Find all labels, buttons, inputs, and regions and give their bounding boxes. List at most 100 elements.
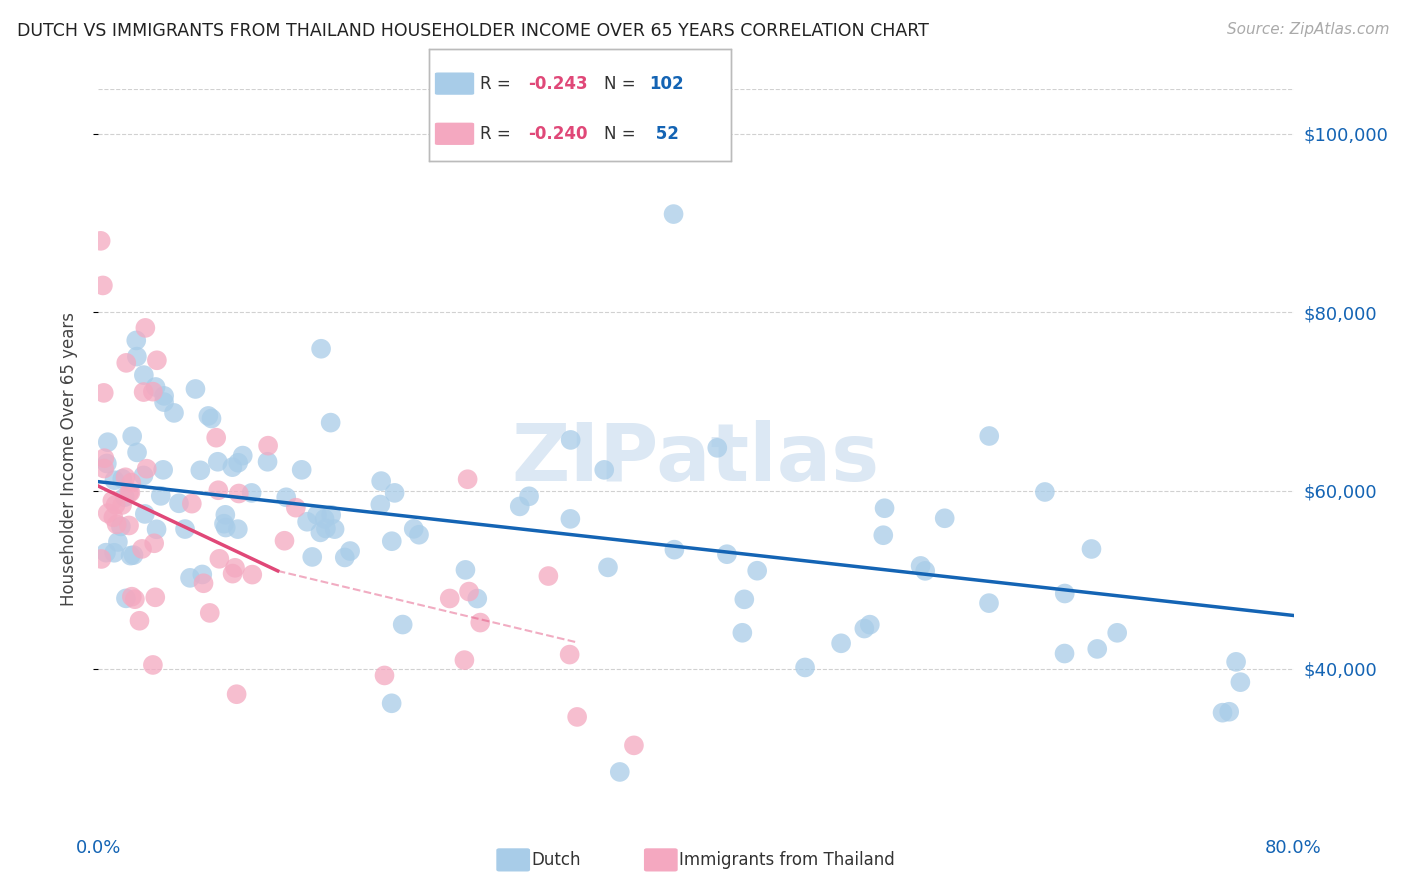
Point (149, 489, 172, 503)
Point (90, 234, 112, 248)
Point (257, 439, 280, 453)
Point (120, 475, 142, 490)
Point (111, 498, 134, 512)
Point (193, 576, 215, 591)
Point (226, 456, 249, 470)
Text: R =: R = (481, 75, 516, 93)
Point (101, 493, 124, 508)
Point (142, 657, 165, 672)
Point (134, 321, 156, 335)
Text: 102: 102 (650, 75, 685, 93)
Point (167, 496, 190, 510)
Point (321, 508, 343, 522)
Point (609, 764, 631, 779)
Point (94, 546, 117, 560)
Point (309, 525, 332, 540)
Point (373, 668, 395, 682)
Point (560, 512, 582, 526)
Point (118, 485, 141, 500)
Point (121, 590, 143, 604)
FancyBboxPatch shape (434, 123, 474, 145)
Point (470, 615, 492, 630)
Point (120, 549, 142, 563)
Point (309, 342, 332, 356)
Point (145, 522, 167, 536)
Text: Dutch: Dutch (531, 851, 581, 869)
Point (284, 500, 307, 515)
Point (662, 207, 685, 221)
Point (1053, 647, 1076, 661)
Point (90, 552, 112, 566)
Point (180, 497, 202, 511)
Point (97, 506, 120, 520)
Point (273, 533, 295, 548)
Point (212, 516, 235, 531)
Point (381, 696, 404, 710)
Point (301, 549, 323, 564)
Point (276, 490, 298, 504)
Point (914, 564, 936, 578)
Point (132, 385, 155, 400)
Point (565, 710, 588, 724)
Point (307, 508, 329, 522)
Point (132, 468, 155, 483)
Point (1212, 706, 1234, 720)
Point (93, 451, 115, 466)
Point (232, 449, 254, 463)
Point (558, 648, 581, 662)
Point (979, 429, 1001, 443)
FancyBboxPatch shape (434, 72, 474, 95)
Point (1053, 586, 1076, 600)
Point (853, 622, 876, 636)
Point (114, 490, 136, 504)
Point (191, 567, 214, 582)
Point (200, 411, 222, 425)
Point (381, 534, 404, 549)
Point (120, 485, 142, 500)
Point (384, 486, 406, 500)
Point (439, 591, 461, 606)
Point (509, 500, 531, 514)
Point (121, 429, 143, 443)
Point (225, 687, 247, 701)
Point (1085, 641, 1108, 656)
Point (125, 350, 148, 364)
Point (205, 431, 228, 445)
Point (291, 463, 314, 477)
Point (143, 591, 166, 605)
Point (208, 551, 231, 566)
Point (593, 463, 616, 477)
Point (664, 542, 686, 557)
Point (794, 660, 817, 674)
Point (174, 522, 197, 536)
Point (93, 385, 115, 400)
Point (118, 518, 141, 533)
Point (457, 472, 479, 486)
Text: N =: N = (605, 75, 641, 93)
Point (1080, 541, 1102, 556)
Point (733, 592, 755, 607)
Text: -0.243: -0.243 (529, 75, 588, 93)
Point (228, 486, 250, 500)
Point (1225, 655, 1247, 669)
Point (731, 625, 754, 640)
Point (146, 353, 169, 368)
Point (370, 474, 392, 488)
Text: DUTCH VS IMMIGRANTS FROM THAILAND HOUSEHOLDER INCOME OVER 65 YEARS CORRELATION C: DUTCH VS IMMIGRANTS FROM THAILAND HOUSEH… (17, 22, 929, 40)
Point (872, 528, 894, 542)
Point (910, 558, 932, 573)
Point (179, 571, 201, 585)
Text: 52: 52 (650, 125, 678, 143)
Point (215, 520, 238, 534)
Point (104, 498, 127, 512)
Point (537, 569, 560, 583)
Point (314, 512, 336, 526)
Point (402, 522, 425, 536)
Point (128, 614, 150, 628)
Text: Source: ZipAtlas.com: Source: ZipAtlas.com (1226, 22, 1389, 37)
Point (226, 522, 249, 536)
Point (110, 519, 132, 533)
Point (408, 527, 430, 541)
Point (134, 507, 156, 521)
Text: -0.240: -0.240 (529, 125, 588, 143)
